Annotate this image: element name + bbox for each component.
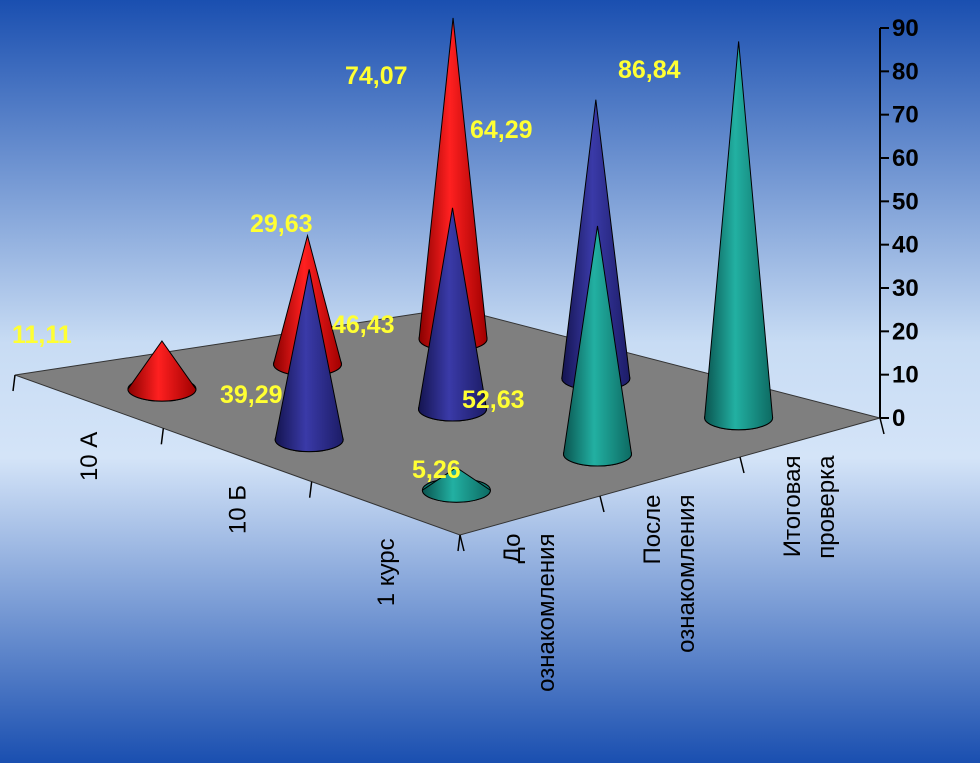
cone-body xyxy=(274,269,344,453)
data-label: 5,26 xyxy=(412,456,461,484)
data-label: 46,43 xyxy=(332,311,395,339)
cone-1-1 xyxy=(417,207,488,422)
cone-2-1 xyxy=(562,225,633,467)
data-label: 64,29 xyxy=(470,116,533,144)
series-axis-label: 1 курс xyxy=(373,538,400,606)
category-axis-label: После xyxy=(639,495,666,565)
category-axis-tick xyxy=(879,417,885,435)
data-label: 52,63 xyxy=(462,386,525,414)
cone-body xyxy=(417,207,488,422)
cone-2-2 xyxy=(704,41,774,431)
y-tick-label: 10 xyxy=(892,362,919,389)
data-label: 29,63 xyxy=(250,210,313,238)
category-axis-tick xyxy=(739,456,745,474)
cone-body xyxy=(421,466,491,503)
category-axis-label: проверка xyxy=(813,455,840,559)
cone-body xyxy=(562,225,633,467)
y-tick-label: 70 xyxy=(892,102,919,129)
y-tick-label: 90 xyxy=(892,15,919,42)
cone-1-0 xyxy=(274,269,344,453)
data-label: 74,07 xyxy=(345,62,408,90)
category-axis-tick xyxy=(599,495,605,513)
category-axis-label: Итоговая xyxy=(779,456,806,558)
y-tick-label: 20 xyxy=(892,318,919,345)
y-tick-label: 40 xyxy=(892,232,919,259)
data-label: 86,84 xyxy=(618,56,681,84)
cone-2-0 xyxy=(421,466,491,503)
series-axis-tick xyxy=(12,374,16,392)
cone-body xyxy=(127,340,197,402)
series-axis-tick xyxy=(308,481,313,498)
y-tick-label: 0 xyxy=(892,405,905,432)
y-tick-label: 60 xyxy=(892,145,919,172)
cone-body xyxy=(704,41,774,431)
category-axis-label: ознакомления xyxy=(673,495,700,653)
y-tick-label: 50 xyxy=(892,188,919,215)
y-tick-label: 30 xyxy=(892,275,919,302)
category-axis-label: До xyxy=(499,534,526,564)
series-axis-label: 10 А xyxy=(76,432,103,481)
series-axis-label: 10 Б xyxy=(225,485,252,534)
category-axis-label: ознакомления xyxy=(533,534,560,692)
series-axis-tick xyxy=(457,534,461,552)
data-label: 39,29 xyxy=(220,381,283,409)
category-axis-tick xyxy=(459,534,465,552)
cone-0-0 xyxy=(127,340,197,402)
data-label: 11,11 xyxy=(12,321,72,349)
y-tick-label: 80 xyxy=(892,58,919,85)
series-axis-tick xyxy=(160,428,165,445)
